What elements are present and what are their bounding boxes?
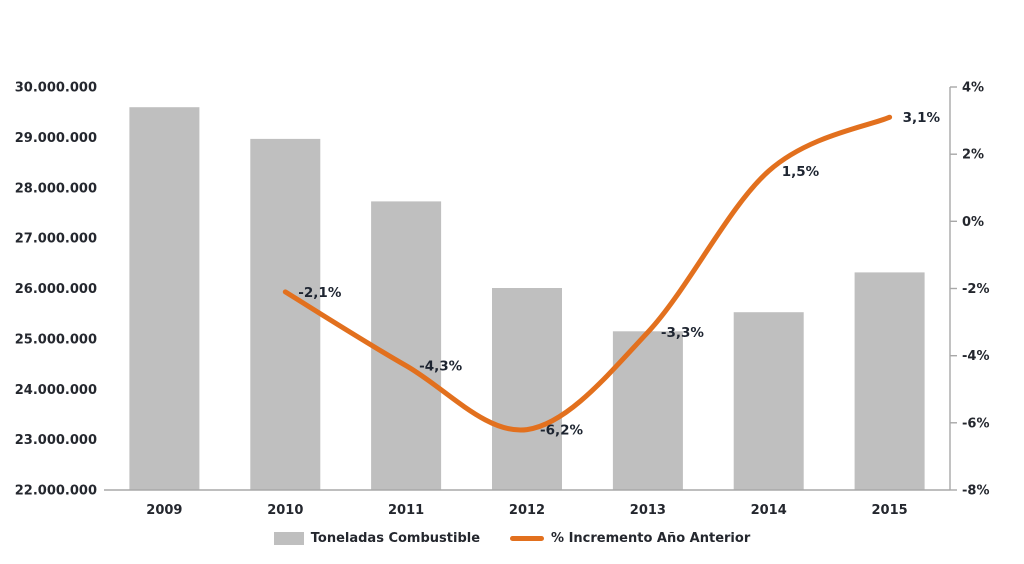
x-axis-label-2015: 2015	[872, 503, 908, 518]
left-axis-tick-label: 23.000.000	[15, 433, 97, 448]
data-label-2010: -2,1%	[298, 285, 342, 301]
right-axis-tick-label: -2%	[962, 282, 989, 297]
right-axis-tick-label: -8%	[962, 484, 989, 499]
left-axis-tick-label: 26.000.000	[15, 282, 97, 297]
legend-label-toneladas: Toneladas Combustible	[310, 531, 481, 546]
left-axis-tick-label: 27.000.000	[15, 232, 97, 247]
x-axis-label-2009: 2009	[146, 503, 182, 518]
right-axis-tick-label: 4%	[962, 81, 984, 96]
bar-2012	[492, 288, 562, 490]
data-label-2014: 1,5%	[782, 164, 820, 180]
left-axis-tick-label: 22.000.000	[15, 484, 97, 499]
legend-line-swatch	[510, 536, 545, 541]
chart-legend: Toneladas Combustible % Incremento Año A…	[0, 531, 1024, 546]
legend-item-incremento: % Incremento Año Anterior	[510, 531, 750, 546]
right-axis-tick-label: 0%	[962, 215, 984, 230]
data-label-2015: 3,1%	[903, 110, 941, 126]
left-axis-tick-label: 29.000.000	[15, 131, 97, 146]
data-label-2011: -4,3%	[419, 359, 463, 375]
left-axis-tick-label: 28.000.000	[15, 181, 97, 196]
right-axis-tick-label: 2%	[962, 148, 984, 163]
bar-2010	[250, 138, 321, 490]
data-label-2013: -3,3%	[661, 325, 705, 341]
trend-line	[282, 114, 893, 433]
legend-bar-swatch	[273, 532, 304, 545]
x-axis-label-2014: 2014	[751, 503, 787, 518]
x-axis-label-2013: 2013	[630, 503, 666, 518]
left-axis-tick-label: 25.000.000	[15, 332, 97, 347]
bar-2011	[371, 201, 442, 490]
x-axis-label-2011: 2011	[388, 503, 424, 518]
data-label-2012: -6,2%	[540, 423, 584, 439]
left-axis-tick-label: 30.000.000	[15, 81, 97, 96]
bar-2014	[733, 312, 804, 490]
right-axis-tick-label: -6%	[962, 416, 989, 431]
x-axis-label-2012: 2012	[509, 503, 545, 518]
legend-label-incremento: % Incremento Año Anterior	[551, 531, 751, 546]
left-axis-tick-label: 24.000.000	[15, 383, 97, 398]
x-axis-label-2010: 2010	[267, 503, 303, 518]
legend-item-toneladas: Toneladas Combustible	[273, 531, 481, 546]
bar-2015	[854, 272, 925, 490]
bar-2009	[129, 107, 200, 490]
right-axis-tick-label: -4%	[962, 349, 989, 364]
